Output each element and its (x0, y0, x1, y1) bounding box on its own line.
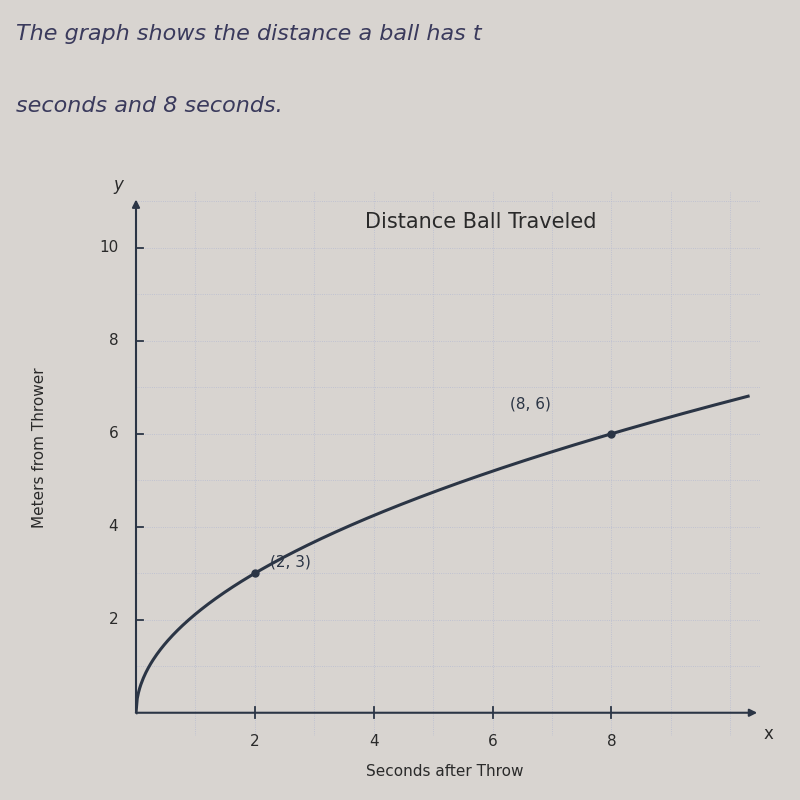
Text: y: y (114, 176, 123, 194)
Text: Distance Ball Traveled: Distance Ball Traveled (365, 212, 597, 232)
Text: 2: 2 (250, 734, 260, 749)
Text: 2: 2 (109, 612, 118, 627)
Text: seconds and 8 seconds.: seconds and 8 seconds. (16, 96, 282, 116)
Text: Meters from Thrower: Meters from Thrower (33, 368, 47, 528)
Text: (8, 6): (8, 6) (510, 396, 551, 411)
Text: 6: 6 (109, 426, 118, 442)
Text: 10: 10 (99, 240, 118, 255)
Text: 6: 6 (488, 734, 498, 749)
Text: The graph shows the distance a ball has t: The graph shows the distance a ball has … (16, 24, 482, 44)
Text: (2, 3): (2, 3) (270, 554, 310, 570)
Text: x: x (764, 725, 774, 742)
Text: 4: 4 (369, 734, 378, 749)
Text: 4: 4 (109, 519, 118, 534)
Text: 8: 8 (606, 734, 616, 749)
Text: 8: 8 (109, 334, 118, 348)
Text: Seconds after Throw: Seconds after Throw (366, 764, 524, 779)
